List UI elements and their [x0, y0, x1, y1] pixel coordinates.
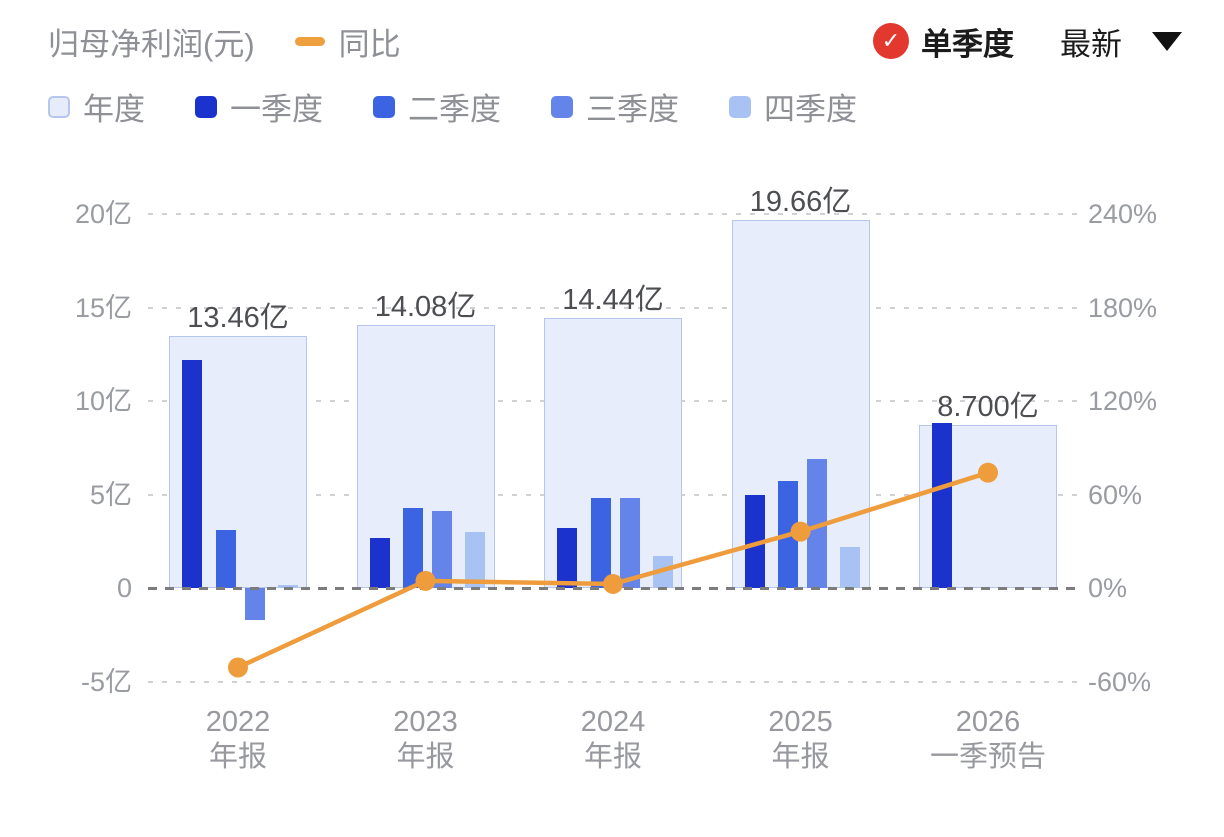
x-label-period: 年报 [771, 741, 830, 773]
x-label-period: 年报 [583, 741, 642, 773]
y-axis-left-tick-label: 0 [116, 573, 132, 603]
x-label-period: 一季预告 [929, 741, 1046, 773]
yoy-line-legend-label[interactable]: 同比 [338, 26, 401, 62]
yoy-line-legend-icon [294, 36, 325, 46]
quarter-bar-q2 [778, 481, 798, 588]
legend-item-5[interactable]: 四季度 [729, 84, 857, 129]
yoy-line-marker [228, 657, 248, 678]
chart-header: 归母净利润(元) 同比 ✓ 单季度 最新 [48, 18, 1182, 64]
quarter-bar-q3 [619, 498, 640, 588]
y-axis-left-tick-label: 20亿 [74, 199, 132, 229]
check-glyph: ✓ [881, 28, 901, 53]
x-axis-category-label: 2025 年报 [691, 705, 911, 775]
gridline [148, 213, 1080, 215]
x-axis-category-label: 2022 年报 [128, 705, 348, 775]
legend-item-1[interactable]: 年度 [48, 84, 145, 129]
legend-item-3[interactable]: 二季度 [373, 84, 501, 129]
quarter-bar-q1 [369, 537, 390, 588]
quarter-bar-q3 [807, 458, 827, 588]
bar-value-label: 8.700亿 [937, 391, 1039, 424]
x-axis-category-label: 2026 一季预告 [878, 705, 1098, 775]
x-label-period: 年报 [208, 741, 267, 773]
y-axis-right-tick-label: 240% [1088, 199, 1158, 229]
y-axis-right-tick-label: 0% [1088, 573, 1128, 603]
bar-value-label: 13.46亿 [187, 302, 289, 335]
gridline [148, 680, 1080, 683]
y-axis-right-tick-label: 60% [1088, 479, 1143, 510]
latest-dropdown-label[interactable]: 最新 [1060, 26, 1122, 62]
gridline [148, 306, 1080, 309]
y-axis-left-tick-label: -5亿 [80, 666, 132, 697]
quarter-bar-q1 [557, 528, 577, 588]
y-axis-right-tick-label: -60% [1088, 666, 1152, 697]
bar-value-label: 14.44亿 [562, 283, 664, 316]
y-axis-left-tick-label: 10亿 [74, 386, 132, 416]
legend-item-2[interactable]: 一季度 [195, 84, 323, 129]
series-legend: 年度 一季度 二季度 三季度 四季度 [48, 84, 857, 129]
legend-item-4[interactable]: 三季度 [551, 84, 679, 129]
bar-value-label: 19.66亿 [749, 186, 852, 219]
quarter-bar-q1 [932, 423, 952, 588]
zero-gridline [148, 586, 1080, 590]
bar-value-label: 14.08亿 [374, 290, 477, 323]
legend-swatch-icon [48, 95, 70, 118]
x-axis-category-label: 2024 年报 [503, 705, 723, 775]
x-axis-category-label: 2023 年报 [316, 705, 536, 775]
quarter-bar-q2 [403, 507, 423, 588]
x-label-period: 年报 [396, 741, 455, 773]
y-axis-right-tick-label: 120% [1088, 386, 1158, 416]
legend-item-label: 二季度 [408, 92, 501, 127]
quarter-bar-q1 [744, 494, 765, 588]
y-axis-left-tick-label: 15亿 [74, 292, 132, 323]
checkmark-icon[interactable]: ✓ [873, 23, 909, 59]
chevron-down-icon[interactable] [1152, 31, 1182, 51]
quarter-bar-q4 [652, 556, 673, 588]
legend-swatch-icon [551, 95, 573, 118]
legend-item-label: 三季度 [586, 92, 679, 127]
quarter-bar-q2 [590, 498, 611, 588]
x-label-year: 2024 [580, 706, 646, 738]
x-label-year: 2026 [955, 706, 1021, 738]
legend-swatch-icon [195, 95, 217, 118]
legend-item-label: 四季度 [764, 92, 857, 127]
y-axis-right-tick-label: 180% [1088, 292, 1158, 323]
legend-item-label: 年度 [83, 92, 145, 127]
single-quarter-toggle[interactable]: 单季度 [921, 26, 1014, 62]
legend-item-label: 一季度 [230, 92, 323, 127]
legend-swatch-icon [729, 95, 751, 118]
x-label-year: 2023 [393, 706, 458, 738]
quarter-bar-q1 [182, 359, 202, 588]
y-axis-left-tick-label: 5亿 [89, 479, 132, 510]
quarter-bar-q4 [840, 546, 860, 588]
quarter-bar-q4 [465, 531, 485, 588]
x-label-year: 2022 [205, 706, 271, 738]
quarter-bar-q2 [215, 530, 236, 588]
legend-swatch-icon [373, 95, 395, 118]
chart-title: 归母净利润(元) [48, 26, 255, 62]
quarter-bar-q3 [432, 511, 452, 588]
quarter-bar-q3 [244, 588, 265, 620]
x-label-year: 2025 [768, 706, 833, 738]
